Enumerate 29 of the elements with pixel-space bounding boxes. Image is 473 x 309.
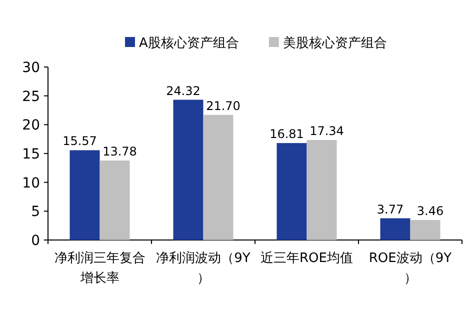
y-tick-label: 30 (22, 60, 40, 76)
x-tick-label: 净利润波动（9Y） (156, 251, 250, 286)
data-label: 17.34 (310, 124, 344, 138)
y-tick-label: 20 (22, 118, 40, 134)
y-tick-label: 0 (31, 233, 40, 249)
data-label: 24.32 (166, 84, 200, 98)
bar (203, 114, 234, 240)
data-label: 15.57 (62, 134, 97, 148)
data-label: 3.46 (416, 204, 444, 218)
bar (276, 143, 307, 240)
bar (173, 100, 204, 240)
data-label: 16.81 (270, 127, 304, 142)
legend-label: 美股核心资产组合 (282, 35, 387, 51)
y-tick-label: 5 (31, 204, 40, 220)
bar (410, 220, 440, 240)
x-tick-label: 近三年ROE均值 (260, 251, 353, 266)
y-tick-label: 10 (22, 175, 40, 192)
y-tick-label: 25 (22, 88, 40, 105)
data-label: 3.77 (376, 202, 404, 216)
data-label: 13.78 (102, 144, 137, 159)
bar (100, 160, 130, 240)
x-tick-label: 净利润三年复合增长率 (54, 251, 146, 286)
x-tick-label: ROE波动（9Y） (368, 251, 452, 286)
bar (306, 140, 337, 240)
data-label: 21.70 (206, 98, 240, 113)
bar (380, 218, 410, 240)
legend-label: A股核心资产组合 (139, 35, 239, 51)
bar (70, 150, 100, 240)
y-tick-label: 15 (22, 146, 40, 162)
